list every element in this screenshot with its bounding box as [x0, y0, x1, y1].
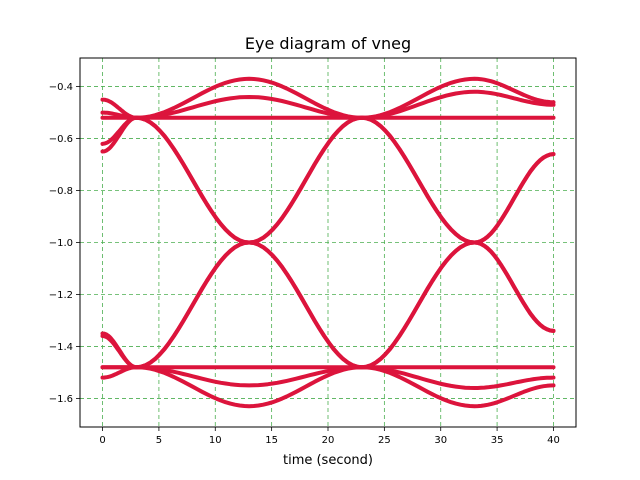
y-tick-label: −0.8 [49, 186, 73, 197]
y-tick-label: −0.6 [49, 134, 73, 145]
x-tick-label: 5 [156, 435, 162, 446]
x-tick-label: 30 [434, 435, 447, 446]
eye-trace-7 [100, 334, 556, 409]
x-tick-label: 10 [209, 435, 222, 446]
y-tick-label: −1.6 [49, 394, 73, 405]
eye-trace-5 [100, 76, 556, 154]
x-tick-label: 20 [322, 435, 335, 446]
chart-title: Eye diagram of vneg [245, 34, 411, 53]
y-tick-label: −1.4 [49, 342, 73, 353]
plot-area: 0 5 10 15 20 25 30 35 40 −1.6 −1.4 −1.2 −1.0 −0.8 −0.6… [49, 57, 577, 446]
x-tick-label: 35 [491, 435, 504, 446]
y-tick-label: −0.4 [49, 82, 73, 93]
x-axis-label: time (second) [283, 453, 373, 468]
x-tick-label: 40 [547, 435, 560, 446]
x-tick-label: 25 [378, 435, 391, 446]
y-tick-label: −1.0 [49, 238, 73, 249]
x-tick-label: 15 [265, 435, 278, 446]
x-tick-label: 0 [99, 435, 105, 446]
y-tick-label: −1.2 [49, 290, 73, 301]
